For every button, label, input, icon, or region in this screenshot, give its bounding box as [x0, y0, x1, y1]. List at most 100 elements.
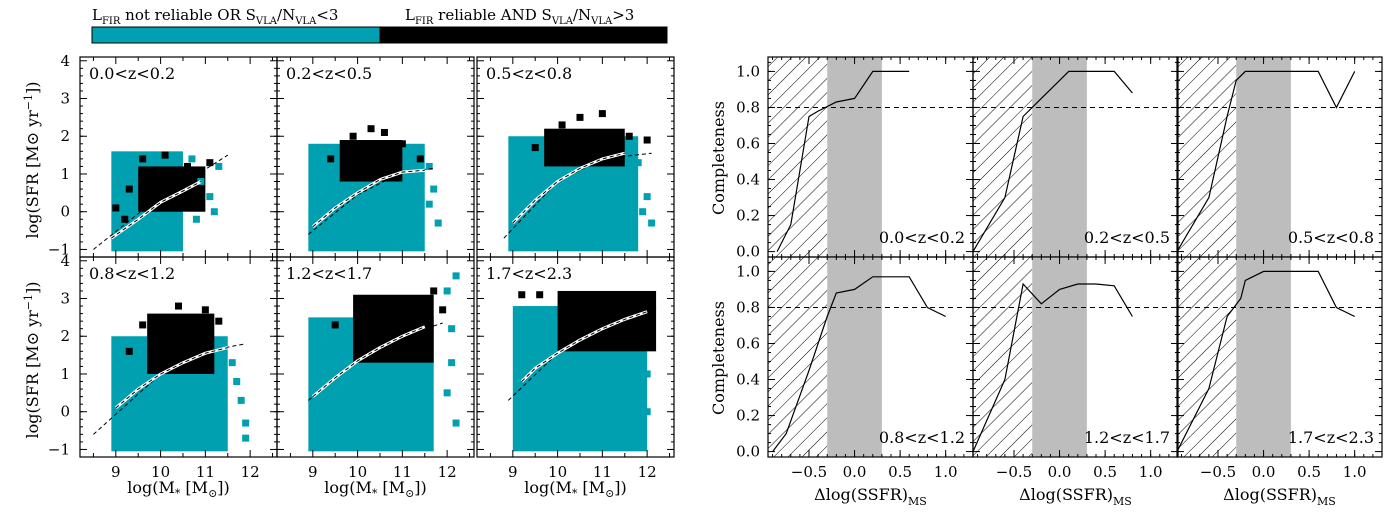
unreliable-cell	[242, 434, 250, 442]
unreliable-cell	[634, 427, 642, 435]
shaded-region	[1032, 57, 1087, 257]
reliable-cell	[367, 125, 375, 133]
xlabel-sun: ⊙	[605, 487, 614, 500]
right-ylabel-top: Completeness	[709, 101, 728, 215]
x-axis-title: Δlog(SSFR)MS	[1019, 485, 1132, 508]
x-axis-title: log(M* [M⊙])	[524, 478, 627, 500]
xlabel-mid: [M	[180, 478, 208, 497]
unreliable-cell	[639, 208, 647, 216]
xlabel-close: ])	[414, 478, 426, 497]
y-tick-label: 1.0	[736, 62, 760, 80]
reliable-region	[138, 166, 206, 212]
xlabel-mid: [M	[577, 478, 605, 497]
x-tick-label: 9	[508, 463, 518, 481]
main-sequence-dashed	[93, 154, 229, 250]
redshift-label: 1.7<z<2.3	[1288, 428, 1374, 447]
reliable-cell	[331, 321, 339, 329]
xlabel-main: log(M	[524, 478, 572, 497]
heatmap-panel-2: 0.2<z<0.5	[276, 56, 475, 258]
panel-content	[973, 57, 1178, 257]
reliable-cell	[121, 215, 129, 223]
xlabel-main: Δlog(SSFR)	[814, 485, 908, 504]
shaded-region	[1236, 257, 1291, 457]
reliable-cell	[112, 204, 120, 212]
unreliable-cell	[192, 215, 200, 223]
legend: LFIR not reliable OR SVLA/NVLA<3 LFIR re…	[91, 6, 668, 44]
x-axis-title: log(M* [M⊙])	[324, 478, 427, 500]
redshift-label: 0.5<z<0.8	[1288, 228, 1374, 247]
xlabel-sub: *	[175, 487, 181, 500]
reliable-cell	[598, 110, 606, 118]
unreliable-cell	[648, 219, 656, 227]
y-tick-label: 0.2	[736, 407, 760, 425]
left-ylabel-bottom: log(SFR [M⊙ yr−1])	[22, 282, 42, 439]
legend-swatch-unreliable	[91, 26, 381, 44]
unreliable-cell	[443, 389, 451, 397]
unreliable-cell	[448, 325, 456, 333]
reliable-cell	[398, 140, 406, 148]
y-tick-label: 2	[60, 127, 70, 145]
reliable-cell	[206, 159, 214, 167]
unreliable-cell	[643, 370, 651, 378]
y-tick-label: 3	[60, 290, 70, 308]
reliable-region	[557, 290, 657, 352]
y-tick-label: 0.0	[736, 243, 760, 261]
xlabel-sub: *	[572, 487, 578, 500]
x-tick-label: 12	[638, 463, 657, 481]
reliable-cell	[576, 113, 584, 121]
completeness-line	[1177, 270, 1355, 452]
x-tick-label: 1.0	[934, 463, 958, 481]
shaded-region	[1032, 257, 1087, 457]
xlabel-main: log(M	[127, 478, 175, 497]
unreliable-cell	[206, 193, 214, 201]
reliable-cell	[380, 128, 388, 136]
completeness-panel-1: 0.0 0.2 0.4 0.6 0.8 1.0 0.0<z<0.2	[736, 56, 974, 261]
right-completeness-panels: 0.0 0.2 0.4 0.6 0.8 1.0 0.0<z<0.2 0.2<z<0.5 0.5<…	[736, 56, 1383, 508]
y-tick-label: 0.6	[736, 334, 760, 352]
unreliable-cell	[643, 193, 651, 201]
x-tick-label: 12	[438, 463, 457, 481]
reliable-cell	[183, 162, 191, 170]
redshift-label: 0.5<z<0.8	[486, 64, 572, 83]
y-tick-label: 0.8	[736, 298, 760, 316]
x-tick-label: −0.5	[1200, 463, 1236, 481]
xlabel-main: log(M	[324, 478, 372, 497]
panel-content	[768, 257, 973, 457]
y-tick-label: 0.8	[736, 98, 760, 116]
reliable-cell	[139, 321, 147, 329]
xlabel-main: Δlog(SSFR)	[1019, 485, 1113, 504]
redshift-label: 0.2<z<0.5	[286, 64, 372, 83]
redshift-label: 0.0<z<0.2	[89, 64, 175, 83]
reliable-cell	[430, 287, 438, 295]
reliable-cell	[157, 174, 165, 182]
x-tick-label: 0.0	[843, 463, 867, 481]
x-tick-label: 1.0	[1139, 463, 1163, 481]
x-tick-label: 0.0	[1252, 463, 1276, 481]
reliable-cell	[558, 121, 566, 129]
unreliable-cell	[452, 419, 460, 427]
x-tick-label: −0.5	[996, 463, 1032, 481]
x-tick-label: 9	[111, 463, 121, 481]
unreliable-cell	[430, 185, 438, 193]
x-tick-label: 0.5	[1093, 463, 1117, 481]
main-sequence-fit	[312, 326, 425, 397]
reliable-cell	[125, 347, 133, 355]
x-tick-label: −0.5	[791, 463, 827, 481]
y-tick-label: 0.0	[736, 443, 760, 461]
x-tick-label: 11	[196, 463, 215, 481]
unreliable-cell	[448, 359, 456, 367]
unreliable-cell	[228, 359, 236, 367]
heatmap-panel-3: 0.5<z<0.8	[476, 56, 675, 258]
y-tick-label: 0	[60, 403, 70, 421]
completeness-panel-5: −0.5 0.0 0.5 1.0 1.2<z<1.7 Δlog(SSFR)MS	[972, 256, 1179, 508]
x-tick-label: 10	[151, 463, 170, 481]
y-tick-label: 1	[60, 365, 70, 383]
x-axis-title: Δlog(SSFR)MS	[814, 485, 927, 508]
completeness-line	[1177, 70, 1356, 252]
hatched-region	[768, 257, 828, 457]
panel-content	[503, 110, 656, 252]
unreliable-cell	[242, 419, 250, 427]
redshift-label: 0.8<z<1.2	[89, 264, 175, 283]
